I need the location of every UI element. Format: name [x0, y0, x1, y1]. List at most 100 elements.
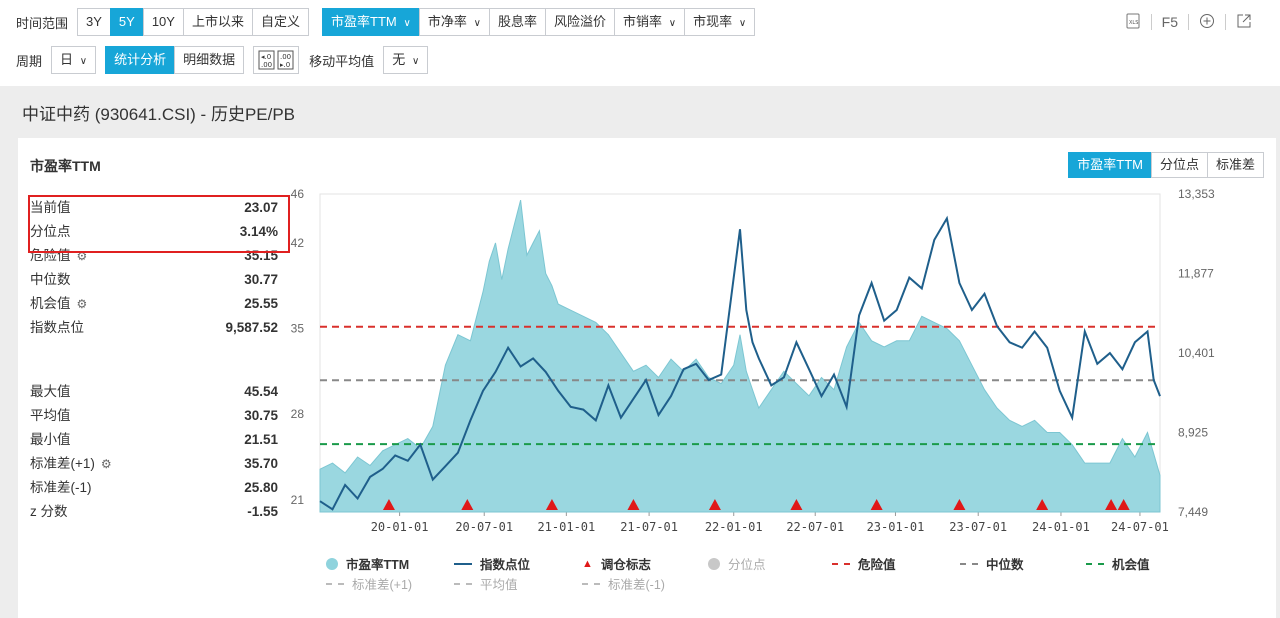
stat-value: 35.70	[244, 456, 278, 471]
stat-std-minus: 标准差(-1) 25.80	[30, 476, 278, 500]
legend-item-mean[interactable]: 平均值	[454, 574, 518, 593]
right-axis-tick-label: 10,401	[1178, 346, 1215, 360]
x-axis-tick-label: 23-07-01	[949, 520, 1007, 534]
legend-swatch	[708, 557, 720, 570]
stat-value: 30.77	[244, 272, 278, 287]
rebalance-marker	[870, 499, 883, 510]
legend-swatch	[454, 562, 472, 565]
gear-icon[interactable]: ⚙	[100, 457, 112, 471]
legend-swatch	[1086, 562, 1104, 565]
svg-text:.00: .00	[261, 61, 272, 69]
rebalance-marker	[382, 499, 395, 510]
legend-label: 标准差(+1)	[352, 578, 413, 592]
x-axis-tick-label: 21-07-01	[620, 520, 678, 534]
mode-button-group: 统计分析 明细数据	[105, 46, 245, 74]
toolbar-row-1: 时间范围 3Y 5Y 10Y 上市以来 自定义 市盈率TTM 市净率 股息率 风…	[16, 8, 765, 36]
stats-panel: 当前值 23.07 分位点 3.14% 危险值 ⚙ 35.15 中位数 30.77 机会值…	[28, 195, 290, 524]
stat-label: 标准差(+1)	[30, 456, 95, 471]
legend-swatch	[326, 582, 344, 585]
stat-label: 指数点位	[30, 320, 84, 335]
legend-swatch	[582, 582, 600, 585]
tool-divider	[1225, 14, 1226, 30]
range-since-listing-button[interactable]: 上市以来	[182, 8, 253, 36]
left-axis-tick-label: 42	[291, 236, 305, 250]
legend-label: 危险值	[858, 558, 896, 572]
legend-label: 标准差(-1)	[608, 578, 665, 592]
pe-chart[interactable]: 21 28 35 42 46 7,449 8,925 10,401 11,877 13,353 20…	[288, 186, 1238, 548]
stat-label: 标准差(-1)	[30, 480, 92, 495]
legend-item-danger[interactable]: 危险值	[832, 554, 896, 573]
pe-ttm-area	[319, 199, 1161, 513]
x-axis-tick-label: 24-07-01	[1111, 520, 1169, 534]
rebalance-marker	[627, 499, 640, 510]
legend-item-opportunity[interactable]: 机会值	[1086, 554, 1150, 573]
external-link-icon[interactable]	[1226, 13, 1262, 32]
left-axis-tick-label: 21	[291, 493, 305, 507]
refresh-f5-button[interactable]: F5	[1161, 14, 1178, 30]
tab-pe-ttm[interactable]: 市盈率TTM	[1068, 152, 1152, 178]
legend-label: 平均值	[480, 578, 518, 592]
rebalance-marker	[708, 499, 721, 510]
svg-text:▸.0: ▸.0	[280, 61, 290, 69]
right-axis-tick-label: 13,353	[1178, 187, 1215, 201]
stat-min: 最小值 21.51	[30, 428, 278, 452]
metric-ps-dropdown[interactable]: 市销率	[613, 8, 686, 36]
legend-item-index[interactable]: 指数点位	[454, 554, 530, 573]
range-3y-button[interactable]: 3Y	[77, 8, 111, 36]
legend-item-pe[interactable]: 市盈率TTM	[326, 554, 409, 573]
stat-value: 45.54	[244, 384, 278, 399]
excel-export-icon[interactable]: XLS	[1115, 13, 1151, 32]
period-select[interactable]: 日	[51, 46, 97, 74]
rebalance-marker	[953, 499, 966, 510]
metric-pcf-dropdown[interactable]: 市现率	[684, 8, 756, 36]
moving-average-select[interactable]: 无	[383, 46, 429, 74]
legend-item-std-minus[interactable]: 标准差(-1)	[582, 574, 665, 593]
toolbar-row-2: 周期 日 统计分析 明细数据 ◂.0 .00 .00 ▸.0 移动平均值 无	[16, 46, 429, 74]
stat-label-group: 标准差(+1) ⚙	[30, 452, 112, 476]
legend-item-median[interactable]: 中位数	[960, 554, 1024, 573]
legend-label: 中位数	[986, 558, 1024, 572]
stat-label: 平均值	[30, 408, 71, 423]
rebalance-marker	[1117, 499, 1130, 510]
highlight-box	[28, 195, 290, 253]
range-5y-button[interactable]: 5Y	[109, 8, 144, 36]
stats-spacer	[30, 340, 278, 380]
metric-risk-premium-button[interactable]: 风险溢价	[544, 8, 615, 36]
main-panel: 中证中药 (930641.CSI) - 历史PE/PB 市盈率TTM 市盈率TT…	[0, 86, 1280, 618]
metric-pe-ttm-dropdown[interactable]: 市盈率TTM	[322, 8, 420, 36]
decimal-precision-icon[interactable]: ◂.0 .00 .00 ▸.0	[253, 46, 300, 74]
legend-swatch	[454, 582, 472, 585]
tab-std-dev[interactable]: 标准差	[1206, 152, 1264, 178]
legend-item-percentile[interactable]: 分位点	[708, 554, 766, 573]
left-axis-tick-label: 35	[291, 322, 305, 336]
metric-dividend-yield-button[interactable]: 股息率	[488, 8, 546, 36]
gear-icon[interactable]: ⚙	[76, 297, 88, 311]
stat-label: 当前值	[30, 200, 71, 215]
x-axis-tick-label: 21-01-01	[537, 520, 595, 534]
stat-value: -1.55	[247, 504, 278, 519]
right-axis-tick-label: 8,925	[1178, 426, 1208, 440]
x-axis-tick-label: 22-07-01	[786, 520, 844, 534]
toolbar-tools: XLS F5	[1115, 8, 1262, 36]
range-10y-button[interactable]: 10Y	[142, 8, 184, 36]
statistics-analysis-button[interactable]: 统计分析	[105, 46, 176, 74]
legend-item-rebalance[interactable]: ▲ 调仓标志	[582, 554, 651, 573]
range-custom-button[interactable]: 自定义	[251, 8, 309, 36]
stat-label: 最小值	[30, 432, 71, 447]
add-circle-icon[interactable]	[1189, 13, 1225, 32]
toolbar: 时间范围 3Y 5Y 10Y 上市以来 自定义 市盈率TTM 市净率 股息率 风…	[0, 0, 1280, 80]
triangle-marker-icon: ▲	[582, 557, 593, 570]
tab-percentile[interactable]: 分位点	[1150, 152, 1208, 178]
gear-icon[interactable]: ⚙	[76, 249, 88, 263]
metric-pb-dropdown[interactable]: 市净率	[418, 8, 490, 36]
legend-swatch	[832, 562, 850, 565]
legend-item-std-plus[interactable]: 标准差(+1)	[326, 574, 412, 593]
detail-data-button[interactable]: 明细数据	[174, 46, 245, 74]
period-label: 周期	[16, 53, 43, 69]
stat-label: 机会值	[30, 296, 71, 311]
right-axis-tick-label: 11,877	[1178, 267, 1214, 281]
rebalance-marker	[790, 499, 803, 510]
stat-value: 23.07	[244, 200, 278, 215]
stat-index: 指数点位 9,587.52	[30, 316, 278, 340]
x-axis-tick-label: 24-01-01	[1032, 520, 1090, 534]
